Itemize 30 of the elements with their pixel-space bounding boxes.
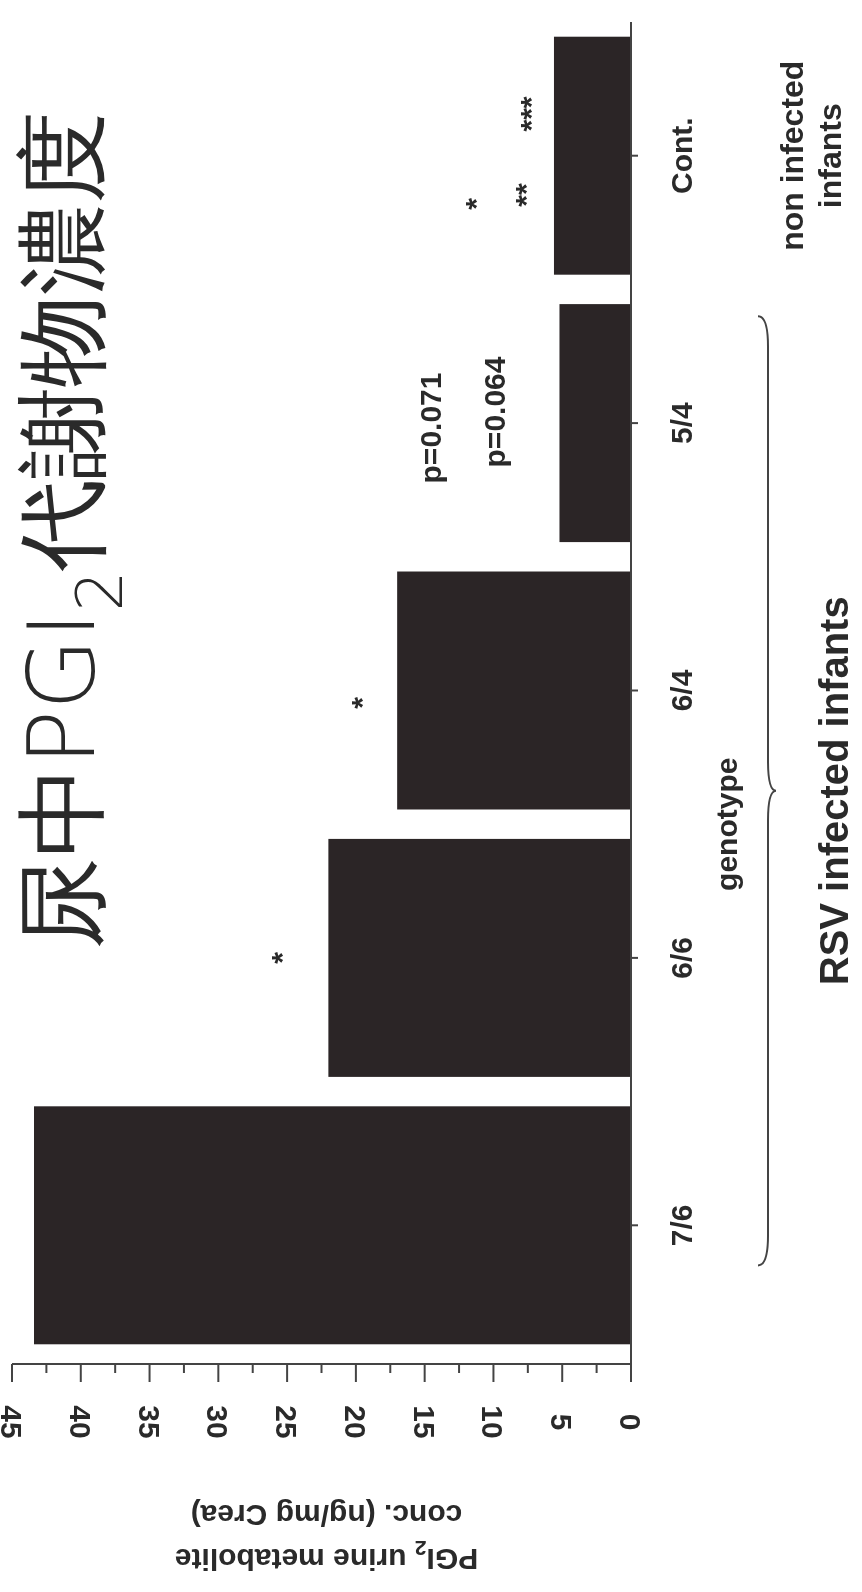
x-tick-label: 10	[476, 1405, 510, 1439]
text: non infected infants	[774, 60, 848, 251]
y-tick-label: 7/6	[664, 1204, 698, 1247]
x-tick-label: 35	[133, 1405, 167, 1439]
annotation: *	[458, 197, 492, 210]
annotation: ***	[513, 96, 547, 132]
y-tick-label: 5/4	[664, 401, 698, 444]
x-tick-label: 0	[614, 1413, 648, 1431]
x-tick-label: 20	[339, 1405, 373, 1439]
bar	[397, 571, 631, 810]
y-tick-label: 6/6	[664, 937, 698, 979]
annotation: *	[344, 696, 378, 709]
bar	[559, 304, 631, 543]
x-tick-label: 30	[201, 1405, 235, 1439]
annotation: *	[264, 951, 298, 964]
y-tick-label: 6/4	[664, 669, 698, 712]
annotation: p=0.071	[413, 372, 447, 484]
bar	[34, 1106, 631, 1345]
bar	[328, 838, 631, 1077]
x-tick-label: 45	[0, 1405, 29, 1439]
x-tick-label: 15	[408, 1405, 442, 1439]
bar	[553, 36, 631, 275]
y-tick-label: Cont.	[664, 117, 698, 195]
x-tick-label: 25	[270, 1405, 304, 1439]
text: RSV infected infants	[812, 596, 856, 986]
y-axis-title: genotype	[709, 757, 743, 891]
annotation: p=0.064	[477, 356, 511, 468]
annotation: **	[508, 183, 542, 207]
x-tick-label: 40	[64, 1405, 98, 1439]
x-tick-label: 5	[545, 1413, 579, 1431]
